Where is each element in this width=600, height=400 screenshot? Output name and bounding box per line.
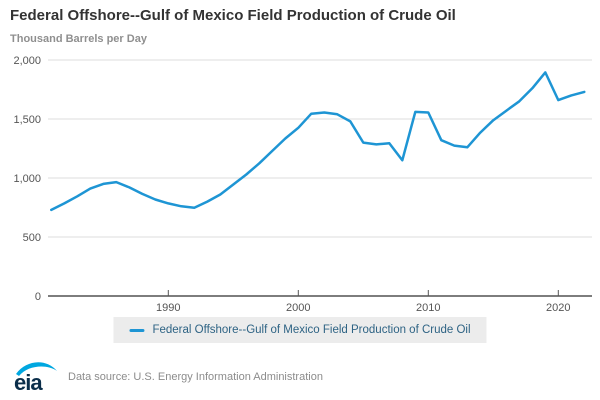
x-tick-label: 2010 bbox=[416, 302, 440, 314]
chart-footer: eia Data source: U.S. Energy Information… bbox=[12, 360, 323, 394]
eia-logo-text: eia bbox=[14, 370, 43, 394]
legend-label: Federal Offshore--Gulf of Mexico Field P… bbox=[152, 324, 471, 336]
x-tick-label: 2020 bbox=[546, 302, 570, 314]
chart-legend: Federal Offshore--Gulf of Mexico Field P… bbox=[113, 317, 487, 343]
chart-units-subtitle: Thousand Barrels per Day bbox=[10, 33, 147, 45]
data-source-text: Data source: U.S. Energy Information Adm… bbox=[68, 371, 323, 383]
legend-line-swatch bbox=[129, 328, 145, 332]
y-tick-label: 1,000 bbox=[13, 173, 41, 185]
y-tick-label: 500 bbox=[23, 232, 41, 244]
y-tick-label: 1,500 bbox=[13, 114, 41, 126]
y-tick-label: 0 bbox=[35, 291, 41, 303]
x-tick-label: 2000 bbox=[286, 302, 310, 314]
eia-logo: eia bbox=[14, 362, 57, 394]
y-tick-label: 2,000 bbox=[13, 55, 41, 67]
x-tick-label: 1990 bbox=[156, 302, 180, 314]
chart-canvas: 0 500 1,000 1,500 2,000 1990 2000 2010 2020 bbox=[13, 55, 592, 314]
eia-logo-swoosh-icon bbox=[16, 362, 57, 376]
page-title: Federal Offshore--Gulf of Mexico Field P… bbox=[10, 7, 456, 24]
data-line-series bbox=[50, 71, 586, 212]
